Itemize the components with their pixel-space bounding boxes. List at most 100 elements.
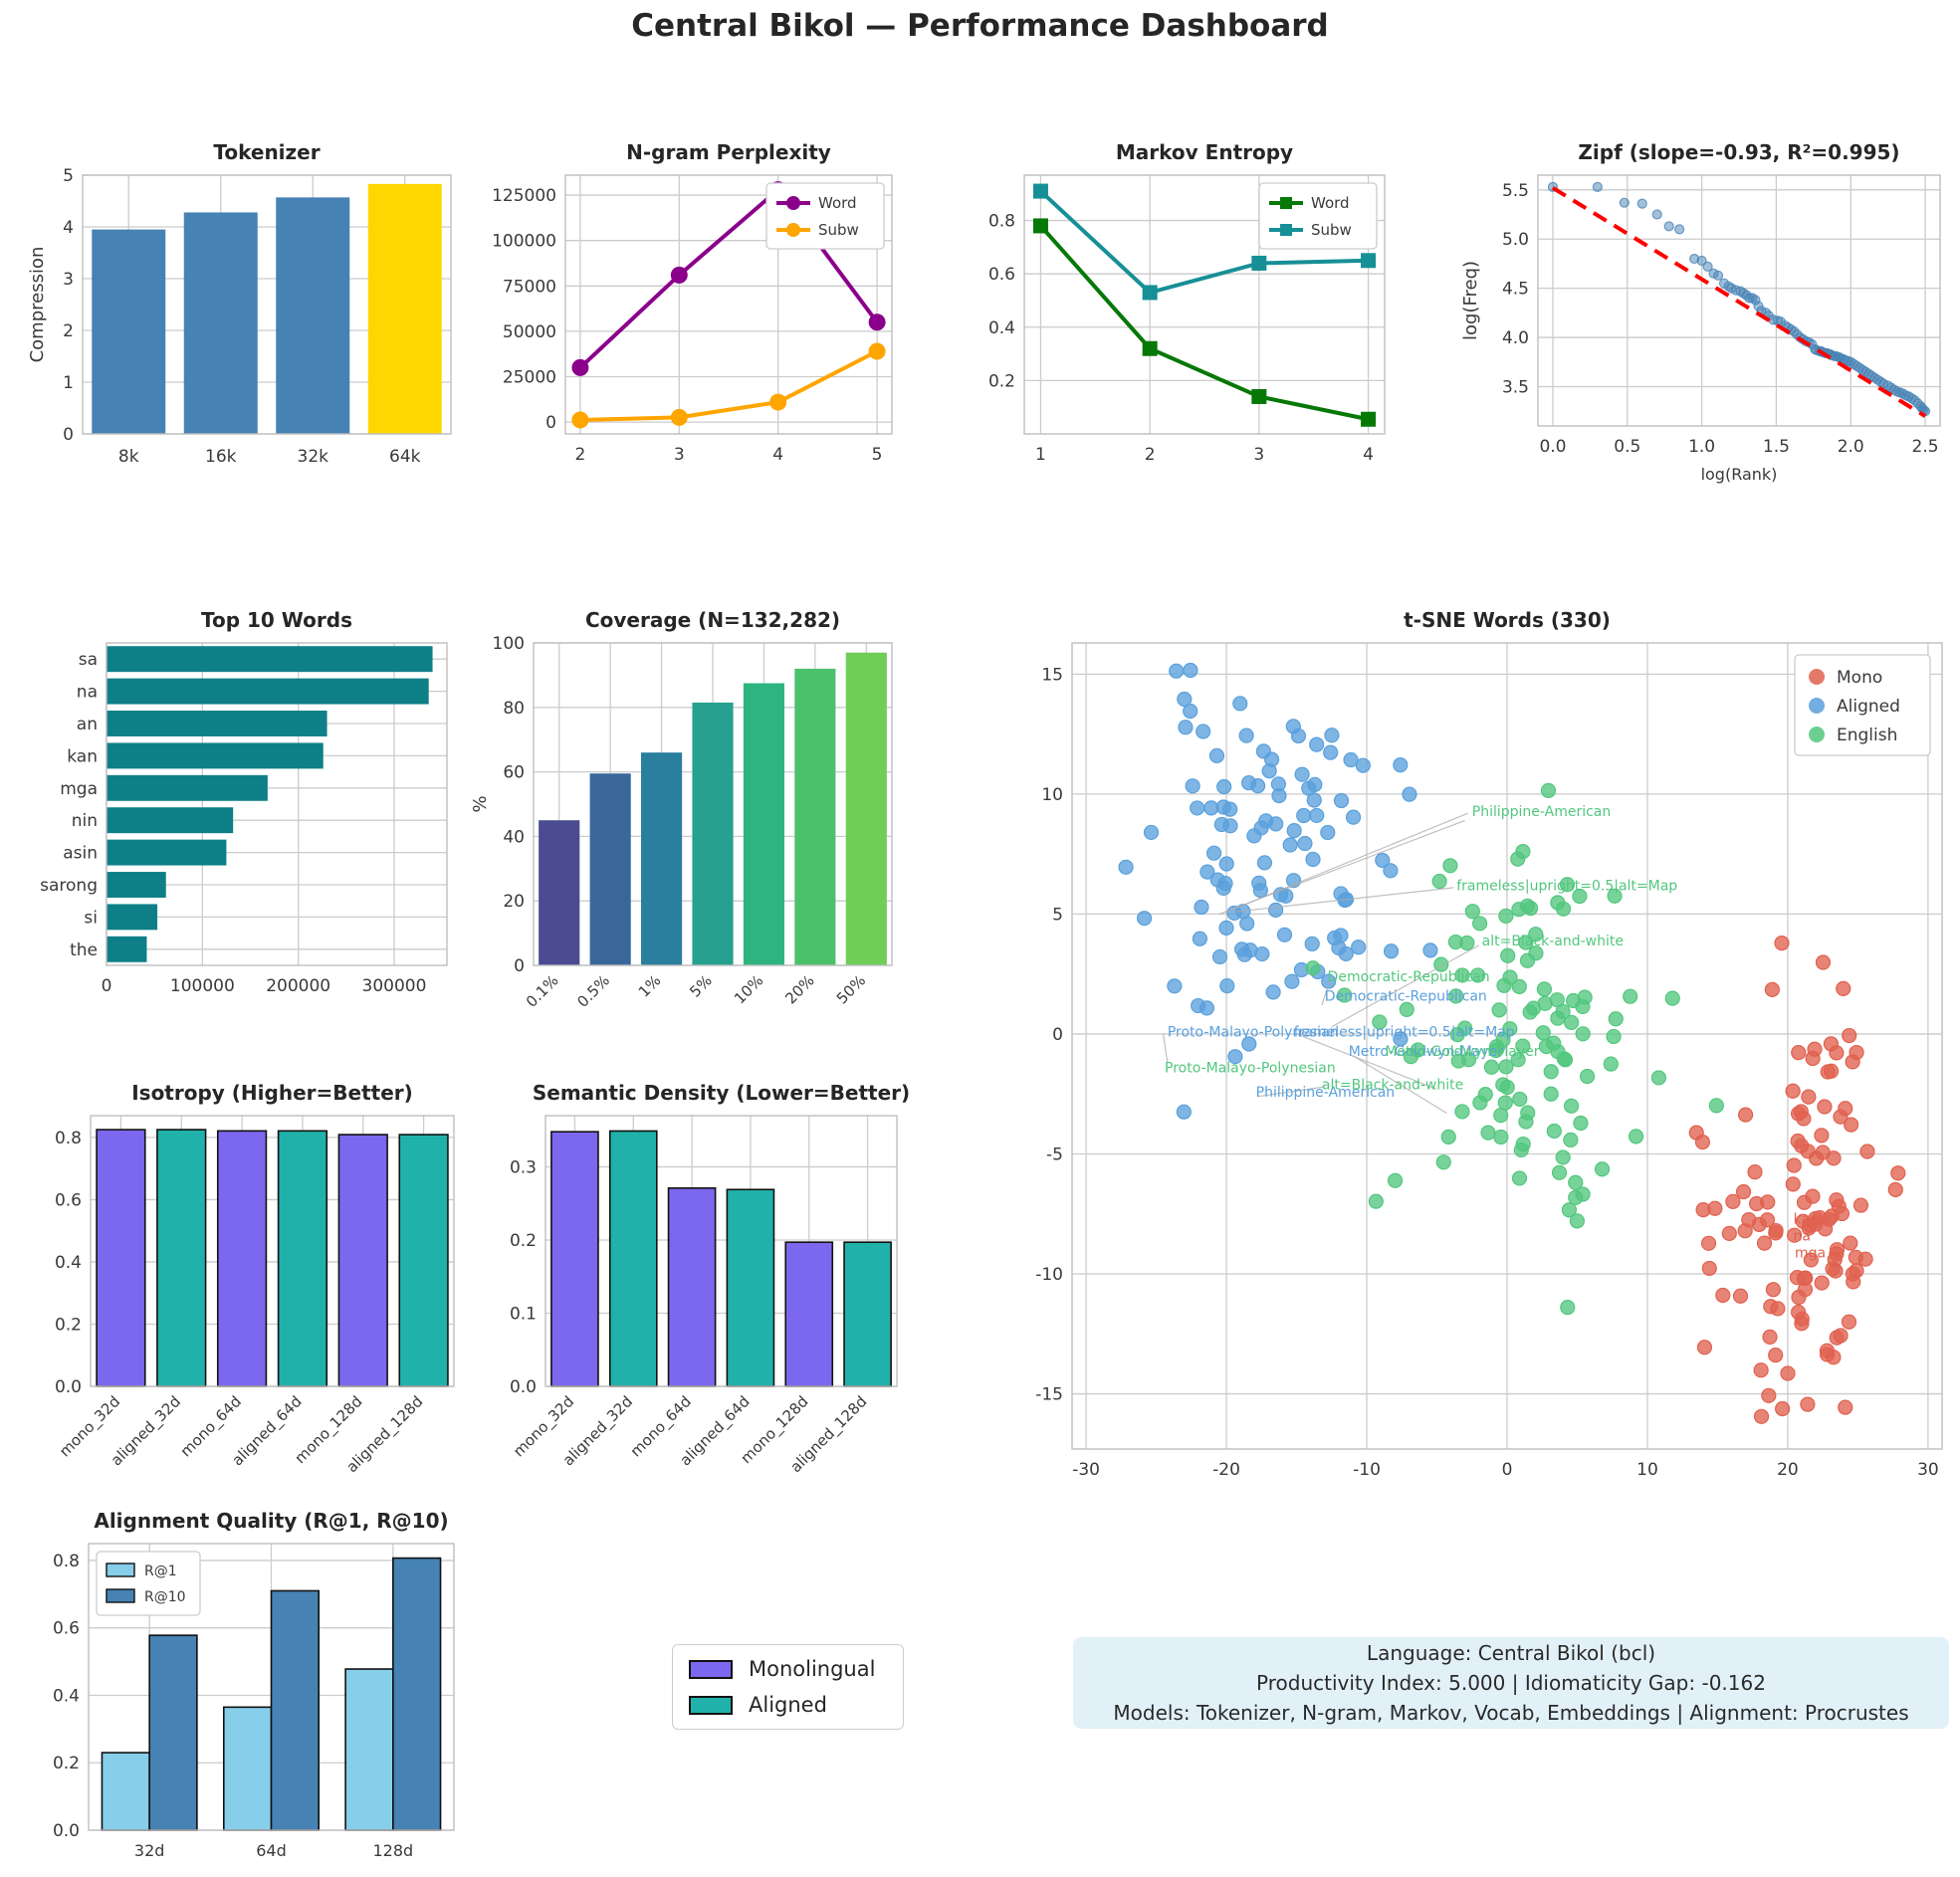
- svg-text:80: 80: [503, 699, 525, 719]
- svg-text:Metro-Goldwyn-Mayer: Metro-Goldwyn-Mayer: [1349, 1044, 1503, 1060]
- chart-semantic-density: 0.0 0.1 0.2 0.3 mono_32d aligned_32d mono_64d a…: [468, 1070, 911, 1496]
- svg-text:Compression: Compression: [27, 247, 48, 363]
- svg-text:the: the: [70, 940, 98, 960]
- svg-text:-5: -5: [1046, 1145, 1063, 1164]
- svg-text:R@1: R@1: [144, 1564, 177, 1579]
- chart-isotropy: 0.0 0.2 0.4 0.6 0.8 mono_32d aligned_32d mono_6…: [25, 1070, 468, 1496]
- svg-text:0: 0: [514, 956, 525, 976]
- svg-text:0.0: 0.0: [55, 1377, 82, 1397]
- svg-text:Democratic-Republican: Democratic-Republican: [1328, 969, 1490, 985]
- svg-text:50000: 50000: [503, 322, 556, 342]
- svg-text:300000: 300000: [362, 976, 427, 996]
- svg-text:log(Rank): log(Rank): [1701, 465, 1778, 484]
- svg-text:32k: 32k: [298, 447, 329, 467]
- chart-canvas-tsne: Philippine-American frameless|upright=0.5…: [1035, 608, 1943, 1480]
- svg-text:0: 0: [63, 425, 74, 445]
- svg-text:-30: -30: [1072, 1460, 1100, 1480]
- svg-text:0.8: 0.8: [55, 1129, 82, 1148]
- monolingual-swatch: [689, 1659, 733, 1679]
- svg-text:mga: mga: [1795, 1245, 1826, 1261]
- svg-text:0.0: 0.0: [53, 1821, 80, 1841]
- svg-text:2: 2: [1145, 445, 1156, 465]
- svg-text:sa: sa: [79, 650, 98, 670]
- svg-text:0.4: 0.4: [55, 1253, 82, 1273]
- svg-text:2.5: 2.5: [1912, 437, 1939, 457]
- svg-text:25000: 25000: [503, 368, 556, 388]
- svg-text:20: 20: [1777, 1460, 1799, 1480]
- svg-text:Word: Word: [1311, 194, 1350, 212]
- svg-text:4.0: 4.0: [1502, 328, 1529, 348]
- svg-text:Mono: Mono: [1837, 668, 1882, 688]
- chart-top-10-words: sa na an kan mga nin asin sarong si the 0 100000 200…: [25, 597, 463, 1015]
- chart-tsne-words: Philippine-American frameless|upright=0.5…: [1000, 597, 1956, 1513]
- svg-text:3: 3: [63, 270, 74, 290]
- svg-text:4: 4: [1363, 445, 1374, 465]
- svg-text:0: 0: [545, 413, 556, 433]
- info-models: Models: Tokenizer, N-gram, Markov, Vocab…: [1113, 1701, 1909, 1725]
- svg-text:10: 10: [1636, 1460, 1658, 1480]
- svg-text:0.1%: 0.1%: [523, 971, 562, 1011]
- svg-text:20%: 20%: [781, 971, 817, 1007]
- chart-canvas-isotropy: 0.00.20.40.60.8mono_32daligned_32dmono_6…: [55, 1081, 455, 1477]
- svg-text:0: 0: [1502, 1460, 1513, 1480]
- svg-text:frameless|upright=0.5|alt=Map: frameless|upright=0.5|alt=Map: [1294, 1025, 1515, 1041]
- svg-text:2.0: 2.0: [1838, 437, 1864, 457]
- svg-text:3.5: 3.5: [1502, 377, 1529, 397]
- svg-text:Proto-Malayo-Polynesian: Proto-Malayo-Polynesian: [1165, 1061, 1336, 1077]
- svg-text:0.3: 0.3: [510, 1157, 537, 1177]
- legend-item-monolingual: Monolingual: [689, 1657, 887, 1681]
- svg-text:3: 3: [674, 445, 685, 465]
- svg-text:Proto-Malayo-Polynesian: Proto-Malayo-Polynesian: [1168, 1025, 1339, 1041]
- monolingual-label: Monolingual: [749, 1657, 876, 1681]
- svg-text:1: 1: [1035, 445, 1046, 465]
- svg-text:4.5: 4.5: [1502, 280, 1529, 300]
- svg-text:-20: -20: [1212, 1460, 1240, 1480]
- svg-text:N-gram Perplexity: N-gram Perplexity: [626, 140, 831, 164]
- svg-text:-10: -10: [1035, 1265, 1063, 1285]
- chart-tokenizer: 0 1 2 3 4 5 8k 16k 32k 64k Compression Tokenizer: [25, 129, 463, 478]
- svg-text:Aligned: Aligned: [1837, 697, 1900, 717]
- svg-text:16k: 16k: [205, 447, 237, 467]
- svg-text:R@10: R@10: [144, 1589, 186, 1605]
- svg-text:Word: Word: [818, 194, 857, 212]
- info-productivity: Productivity Index: 5.000 | Idiomaticity…: [1256, 1671, 1766, 1695]
- svg-text:0.8: 0.8: [53, 1552, 80, 1571]
- svg-text:5: 5: [63, 166, 74, 186]
- chart-coverage: 0 20 40 60 80 100 0.1% 0.5% 1% 5% 10% 20% 50%% Covera…: [468, 597, 906, 1057]
- svg-text:na: na: [1794, 1228, 1811, 1244]
- embedding-legend-panel: Monolingual Aligned: [672, 1644, 904, 1730]
- svg-text:0.1: 0.1: [510, 1304, 537, 1324]
- info-language: Language: Central Bikol (bcl): [1366, 1641, 1656, 1665]
- chart-canvas-semdensity: 0.00.10.20.3mono_32daligned_32dmono_64da…: [510, 1081, 910, 1477]
- chart-canvas-alignment: 0.0 0.2 0.4 0.6 0.8 32d 64d 128d Alignment Quali…: [53, 1509, 455, 1860]
- svg-text:3: 3: [1253, 445, 1264, 465]
- chart-zipf: 3.5 4.0 4.5 5.0 5.5 0.0 0.5 1.0 1.5 2.0 2.5 log(Fre…: [1458, 129, 1956, 490]
- svg-text:asin: asin: [63, 844, 98, 864]
- svg-text:10%: 10%: [731, 971, 766, 1007]
- aligned-swatch: [689, 1695, 733, 1715]
- chart-canvas-tokenizer: 0 1 2 3 4 5 8k 16k 32k 64k Compression Tokenizer: [27, 140, 452, 467]
- svg-text:0.8: 0.8: [988, 212, 1015, 232]
- svg-text:5.0: 5.0: [1502, 230, 1529, 250]
- svg-text:4: 4: [772, 445, 783, 465]
- svg-text:2: 2: [574, 445, 585, 465]
- svg-text:0.5: 0.5: [1614, 437, 1640, 457]
- svg-text:0: 0: [102, 976, 112, 996]
- svg-text:10: 10: [1041, 785, 1063, 805]
- svg-text:0.6: 0.6: [988, 265, 1015, 285]
- svg-text:32d: 32d: [134, 1841, 165, 1860]
- svg-text:20: 20: [503, 892, 525, 912]
- svg-text:Isotropy (Higher=Better): Isotropy (Higher=Better): [131, 1081, 413, 1105]
- svg-text:8k: 8k: [118, 447, 139, 467]
- chart-ngram-perplexity: 0 25000 50000 75000 100000 125000 2 3 4 5 N-gram P…: [468, 129, 906, 478]
- svg-text:Philippine-American: Philippine-American: [1472, 804, 1612, 820]
- svg-text:Top 10 Words: Top 10 Words: [201, 608, 352, 632]
- svg-text:-15: -15: [1035, 1385, 1063, 1405]
- svg-text:40: 40: [503, 827, 525, 847]
- svg-text:English: English: [1837, 726, 1897, 745]
- chart-canvas-zipf: 3.5 4.0 4.5 5.0 5.5 0.0 0.5 1.0 1.5 2.0 2.5 log(Fre…: [1460, 140, 1941, 484]
- svg-text:Subw: Subw: [818, 221, 859, 239]
- svg-text:-10: -10: [1353, 1460, 1381, 1480]
